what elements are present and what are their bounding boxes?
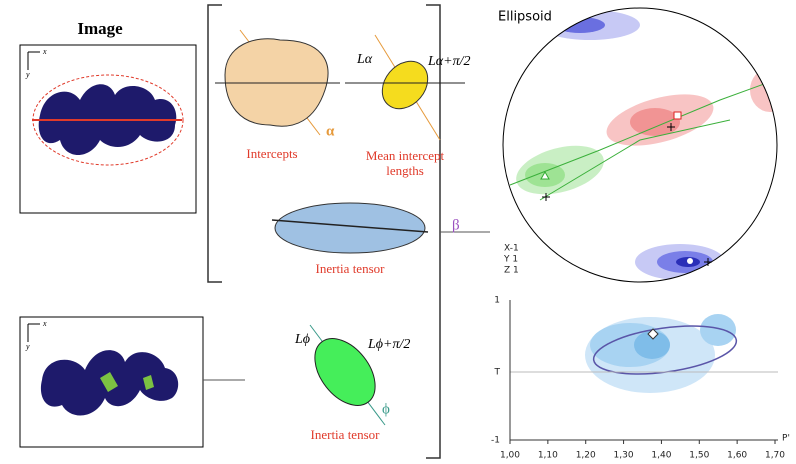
axes-icon bbox=[28, 52, 40, 70]
x-axis-label: P' bbox=[782, 434, 790, 444]
x-tick-label: 1,20 bbox=[576, 451, 596, 461]
bracket bbox=[208, 5, 222, 282]
stereonet-title: Ellipsoid bbox=[498, 10, 552, 25]
x-tick-label: 1,60 bbox=[727, 451, 747, 461]
figure: Image x y x y α Intercepts Lα Lα+π/2 Mea… bbox=[0, 0, 796, 464]
legend-item: Z 1 bbox=[504, 266, 519, 276]
plot bbox=[510, 300, 778, 440]
phi-label: ϕ bbox=[382, 401, 390, 417]
l-phi-perp: Lϕ+π/2 bbox=[367, 337, 410, 352]
axis-y: y bbox=[25, 70, 30, 79]
bracket bbox=[426, 5, 440, 458]
axis-x: x bbox=[42, 319, 47, 328]
l-alpha: Lα bbox=[356, 52, 373, 67]
caption: lengths bbox=[386, 163, 424, 178]
legend-item: X-1 bbox=[504, 244, 519, 254]
axis-x: x bbox=[42, 47, 47, 56]
legend-item: Y 1 bbox=[503, 255, 518, 265]
y-tick-label: 1 bbox=[494, 296, 500, 306]
caption: Intercepts bbox=[246, 146, 297, 161]
marker bbox=[674, 112, 681, 119]
l-phi: Lϕ bbox=[294, 332, 310, 347]
caption: Inertia tensor bbox=[316, 261, 386, 276]
x-tick-label: 1,40 bbox=[651, 451, 671, 461]
axes-icon bbox=[28, 324, 40, 342]
y-tick-label: -1 bbox=[491, 436, 500, 446]
image-title: Image bbox=[77, 19, 123, 38]
x-tick-label: 1,50 bbox=[689, 451, 709, 461]
beta-label: β bbox=[452, 217, 460, 233]
y-tick-label: T bbox=[494, 368, 501, 378]
inertia-ellipse bbox=[275, 203, 425, 253]
alpha-label: α bbox=[326, 123, 335, 139]
axis-y: y bbox=[25, 342, 30, 351]
x-tick-label: 1,70 bbox=[765, 451, 785, 461]
x-tick-label: 1,30 bbox=[614, 451, 634, 461]
x-tick-label: 1,00 bbox=[500, 451, 520, 461]
x-tick-label: 1,10 bbox=[538, 451, 558, 461]
density-contours bbox=[510, 10, 790, 280]
marker bbox=[687, 258, 693, 264]
l-alpha-perp: Lα+π/2 bbox=[427, 54, 471, 69]
caption: Inertia tensor bbox=[311, 427, 381, 442]
caption: Mean intercept bbox=[366, 148, 445, 163]
